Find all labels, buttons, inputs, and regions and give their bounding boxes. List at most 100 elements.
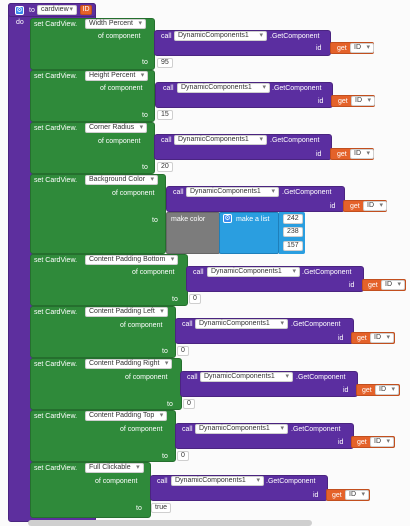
property-dropdown[interactable]: Width Percent xyxy=(85,19,146,29)
blue-value[interactable]: 157 xyxy=(283,241,303,251)
get-label: get xyxy=(332,492,342,499)
get-label: get xyxy=(350,203,360,210)
get-label: get xyxy=(337,151,347,158)
get-component-label: .GetComponent xyxy=(282,189,332,196)
get-id-dropdown[interactable]: ID xyxy=(370,437,394,447)
value-number[interactable]: 0 xyxy=(177,346,189,356)
call-label: call xyxy=(182,321,193,328)
call-label: call xyxy=(182,426,193,433)
get-id-dropdown[interactable]: ID xyxy=(350,149,374,159)
set-label: set CardView. xyxy=(34,73,78,80)
get-component-label: .GetComponent xyxy=(291,426,341,433)
get-component-label: .GetComponent xyxy=(272,85,322,92)
id-label: id xyxy=(338,439,344,446)
id-label: id xyxy=(349,282,355,289)
get-component-label: .GetComponent xyxy=(270,33,320,40)
to-label: to xyxy=(167,401,173,408)
set-label: set CardView. xyxy=(34,361,78,368)
call-label: call xyxy=(163,85,174,92)
component-dropdown[interactable]: DynamicComponents1 xyxy=(174,135,267,145)
to-label: to xyxy=(152,217,158,224)
component-dropdown[interactable]: DynamicComponents1 xyxy=(177,83,270,93)
get-id-dropdown[interactable]: ID xyxy=(350,43,374,53)
id-label: id xyxy=(316,45,322,52)
property-dropdown[interactable]: Height Percent xyxy=(85,71,149,81)
get-id-dropdown[interactable]: ID xyxy=(351,96,375,106)
value-number[interactable]: 15 xyxy=(157,110,173,120)
green-value[interactable]: 238 xyxy=(283,227,303,237)
get-label: get xyxy=(368,282,378,289)
id-label: id xyxy=(316,151,322,158)
property-dropdown[interactable]: Corner Radius xyxy=(85,123,148,133)
value-number[interactable]: 0 xyxy=(183,399,195,409)
make-list-label: make a list xyxy=(236,216,270,223)
procedure-gear-icon[interactable]: ⚙ xyxy=(15,6,24,15)
of-component-label: of component xyxy=(95,478,138,485)
to-label: to xyxy=(142,59,148,66)
property-dropdown[interactable]: Background Color xyxy=(85,175,159,185)
component-dropdown[interactable]: DynamicComponents1 xyxy=(195,424,288,434)
value-number[interactable]: 0 xyxy=(177,451,189,461)
property-dropdown[interactable]: Full Clickable xyxy=(85,463,144,473)
of-component-label: of component xyxy=(98,138,141,145)
setter-block-background-color[interactable] xyxy=(30,174,166,254)
get-component-label: .GetComponent xyxy=(270,137,320,144)
of-component-label: of component xyxy=(132,269,175,276)
list-gear-icon[interactable]: ⚙ xyxy=(223,214,232,223)
get-id-dropdown[interactable]: ID xyxy=(370,333,394,343)
call-label: call xyxy=(161,137,172,144)
value-number[interactable]: 95 xyxy=(157,58,173,68)
get-id-dropdown[interactable]: ID xyxy=(381,280,405,290)
component-dropdown[interactable]: DynamicComponents1 xyxy=(207,267,300,277)
to-label: to xyxy=(162,453,168,460)
call-label: call xyxy=(187,374,198,381)
get-id-dropdown[interactable]: ID xyxy=(363,201,387,211)
to-label: to xyxy=(172,296,178,303)
procedure-name-field[interactable]: cardview xyxy=(37,5,77,15)
get-id-dropdown[interactable]: ID xyxy=(375,385,399,395)
id-label: id xyxy=(330,203,336,210)
of-component-label: of component xyxy=(120,322,163,329)
set-label: set CardView. xyxy=(34,413,78,420)
call-label: call xyxy=(193,269,204,276)
component-dropdown[interactable]: DynamicComponents1 xyxy=(200,372,293,382)
get-label: get xyxy=(338,98,348,105)
to-label: to xyxy=(142,164,148,171)
param-id[interactable]: ID xyxy=(80,5,92,15)
id-label: id xyxy=(318,98,324,105)
to-label: to xyxy=(142,112,148,119)
call-label: call xyxy=(173,189,184,196)
component-dropdown[interactable]: DynamicComponents1 xyxy=(171,476,264,486)
make-color-block[interactable] xyxy=(166,212,220,254)
get-label: get xyxy=(357,335,367,342)
property-dropdown[interactable]: Content Padding Right xyxy=(85,359,173,369)
red-value[interactable]: 242 xyxy=(283,214,303,224)
get-component-label: .GetComponent xyxy=(291,321,341,328)
property-dropdown[interactable]: Content Padding Top xyxy=(85,411,168,421)
component-dropdown[interactable]: DynamicComponents1 xyxy=(186,187,279,197)
of-component-label: of component xyxy=(100,85,143,92)
set-label: set CardView. xyxy=(34,465,78,472)
set-label: set CardView. xyxy=(34,309,78,316)
set-label: set CardView. xyxy=(34,125,78,132)
property-dropdown[interactable]: Content Padding Bottom xyxy=(85,255,179,265)
procedure-do-label: do xyxy=(16,19,24,26)
set-label: set CardView. xyxy=(34,21,78,28)
make-color-label: make color xyxy=(171,216,206,223)
of-component-label: of component xyxy=(125,374,168,381)
component-dropdown[interactable]: DynamicComponents1 xyxy=(174,31,267,41)
component-dropdown[interactable]: DynamicComponents1 xyxy=(195,319,288,329)
get-label: get xyxy=(337,45,347,52)
of-component-label: of component xyxy=(98,33,141,40)
get-component-label: .GetComponent xyxy=(302,269,352,276)
bottom-bar xyxy=(28,520,312,526)
id-label: id xyxy=(343,387,349,394)
get-id-dropdown[interactable]: ID xyxy=(345,490,369,500)
value-number[interactable]: 20 xyxy=(157,162,173,172)
get-component-label: .GetComponent xyxy=(296,374,346,381)
call-label: call xyxy=(157,478,168,485)
property-dropdown[interactable]: Content Padding Left xyxy=(85,307,168,317)
value-boolean[interactable]: true xyxy=(151,503,172,513)
call-label: call xyxy=(161,33,172,40)
value-number[interactable]: 0 xyxy=(189,294,201,304)
